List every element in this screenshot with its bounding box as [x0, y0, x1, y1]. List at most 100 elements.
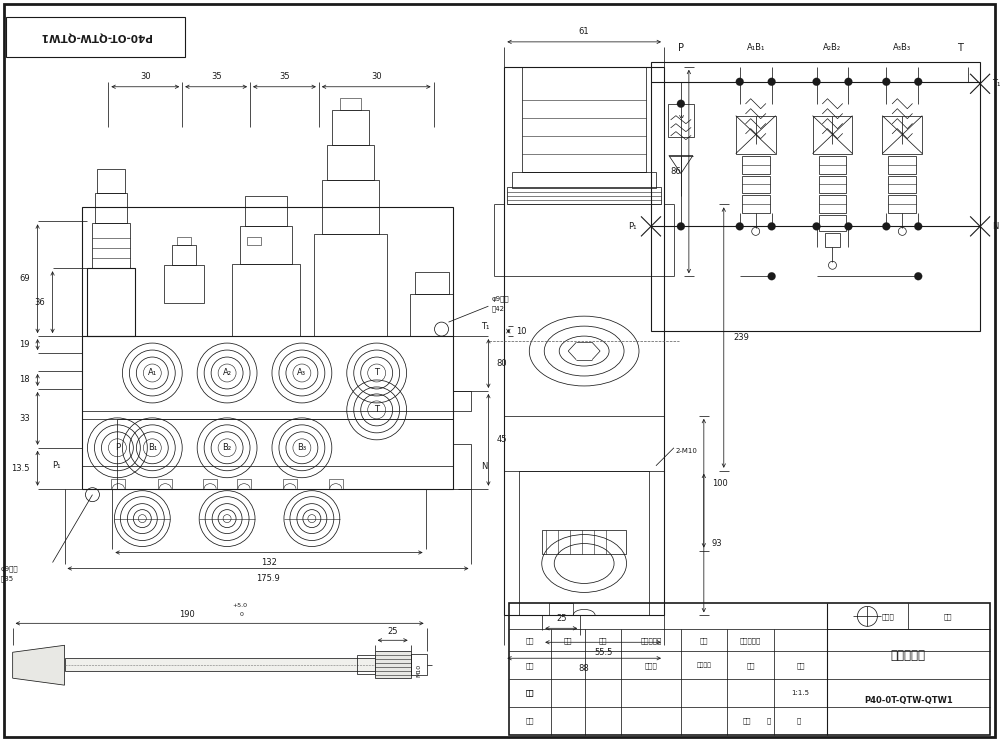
Bar: [825, 233, 840, 247]
Text: B₂: B₂: [223, 443, 232, 452]
Text: N: N: [992, 222, 998, 231]
Text: P: P: [678, 43, 684, 53]
Text: 55.5: 55.5: [594, 648, 612, 657]
Text: 签名: 签名: [700, 637, 708, 644]
Text: T₁: T₁: [992, 79, 1000, 88]
Text: 标记: 标记: [526, 637, 535, 644]
Text: A₁: A₁: [148, 368, 157, 377]
Text: 三联多路阀: 三联多路阀: [891, 648, 926, 662]
Text: 重量: 重量: [746, 662, 755, 668]
Bar: [117, 419, 453, 488]
Text: A₂B₂: A₂B₂: [823, 44, 842, 53]
Bar: [6, 17, 185, 57]
Text: 校对: 校对: [526, 690, 535, 697]
Circle shape: [914, 272, 922, 280]
Text: 36: 36: [34, 298, 45, 307]
Text: P40-0T-QTW-QTW1: P40-0T-QTW-QTW1: [864, 696, 953, 705]
Bar: [888, 156, 916, 173]
Text: 35: 35: [211, 73, 221, 82]
Text: 标准化: 标准化: [645, 662, 657, 668]
Circle shape: [768, 272, 776, 280]
Text: A₃B₃: A₃B₃: [893, 44, 911, 53]
Text: 35: 35: [279, 73, 290, 82]
Bar: [819, 156, 846, 173]
Text: 80: 80: [496, 359, 507, 368]
Bar: [329, 479, 343, 488]
Text: 更改文件号: 更改文件号: [640, 637, 662, 644]
Text: 45: 45: [496, 435, 507, 445]
Text: 年、月、日: 年、月、日: [740, 637, 761, 644]
Text: A₃: A₃: [297, 368, 306, 377]
Circle shape: [882, 78, 890, 86]
Circle shape: [768, 222, 776, 230]
Text: 设计: 设计: [526, 662, 535, 668]
Text: 0: 0: [236, 612, 244, 617]
Text: T₁: T₁: [481, 322, 490, 330]
Text: 239: 239: [734, 333, 750, 342]
Circle shape: [768, 78, 776, 86]
Bar: [736, 116, 776, 153]
Text: P: P: [115, 443, 120, 452]
Text: 分区: 分区: [599, 637, 607, 644]
Bar: [327, 144, 374, 179]
Bar: [819, 196, 846, 213]
Text: N: N: [481, 462, 488, 471]
Bar: [332, 110, 369, 144]
Text: w: w: [678, 114, 683, 119]
Text: 13.5: 13.5: [11, 464, 30, 473]
Bar: [509, 603, 990, 735]
Bar: [177, 237, 191, 245]
Bar: [82, 207, 453, 488]
Bar: [410, 294, 453, 336]
Circle shape: [844, 78, 852, 86]
Bar: [512, 171, 656, 188]
Bar: [411, 654, 427, 675]
Bar: [668, 104, 694, 136]
Bar: [314, 234, 387, 336]
Circle shape: [677, 222, 685, 230]
Text: P40-OT-QTW-QTW1: P40-OT-QTW-QTW1: [40, 32, 151, 42]
Circle shape: [914, 78, 922, 86]
Circle shape: [813, 222, 821, 230]
Text: 25: 25: [556, 614, 566, 623]
Circle shape: [677, 100, 685, 107]
Bar: [415, 272, 449, 294]
Text: 审核: 审核: [526, 690, 535, 697]
Text: 高35: 高35: [1, 575, 14, 582]
Polygon shape: [13, 645, 65, 685]
Bar: [111, 479, 125, 488]
Text: 批准: 批准: [742, 718, 751, 725]
Bar: [819, 176, 846, 193]
Bar: [164, 265, 204, 303]
Text: 132: 132: [261, 558, 277, 567]
Text: T: T: [374, 405, 379, 414]
Bar: [240, 227, 292, 265]
Text: 33: 33: [19, 414, 30, 423]
Bar: [453, 391, 471, 411]
Bar: [453, 444, 471, 488]
Text: 69: 69: [19, 274, 30, 283]
Bar: [87, 268, 135, 336]
Text: 30: 30: [140, 73, 151, 82]
Bar: [232, 265, 300, 336]
Bar: [519, 471, 649, 615]
Bar: [65, 658, 384, 671]
Bar: [522, 67, 646, 171]
Text: 工艺: 工艺: [526, 718, 535, 725]
Text: φ9螺孔: φ9螺孔: [1, 565, 18, 572]
Bar: [283, 479, 297, 488]
Text: 静良标记: 静良标记: [696, 662, 711, 668]
Bar: [651, 62, 980, 331]
Bar: [742, 156, 770, 173]
Text: 19: 19: [19, 340, 30, 349]
Bar: [322, 179, 379, 234]
Text: 190: 190: [179, 610, 194, 619]
Text: 18: 18: [19, 376, 30, 385]
Text: B₃: B₃: [297, 443, 306, 452]
Text: 版本号: 版本号: [882, 613, 895, 619]
Bar: [203, 479, 217, 488]
Text: P₁: P₁: [629, 222, 637, 231]
Bar: [245, 196, 287, 227]
Bar: [882, 116, 922, 153]
Text: +5.0: +5.0: [233, 603, 248, 608]
